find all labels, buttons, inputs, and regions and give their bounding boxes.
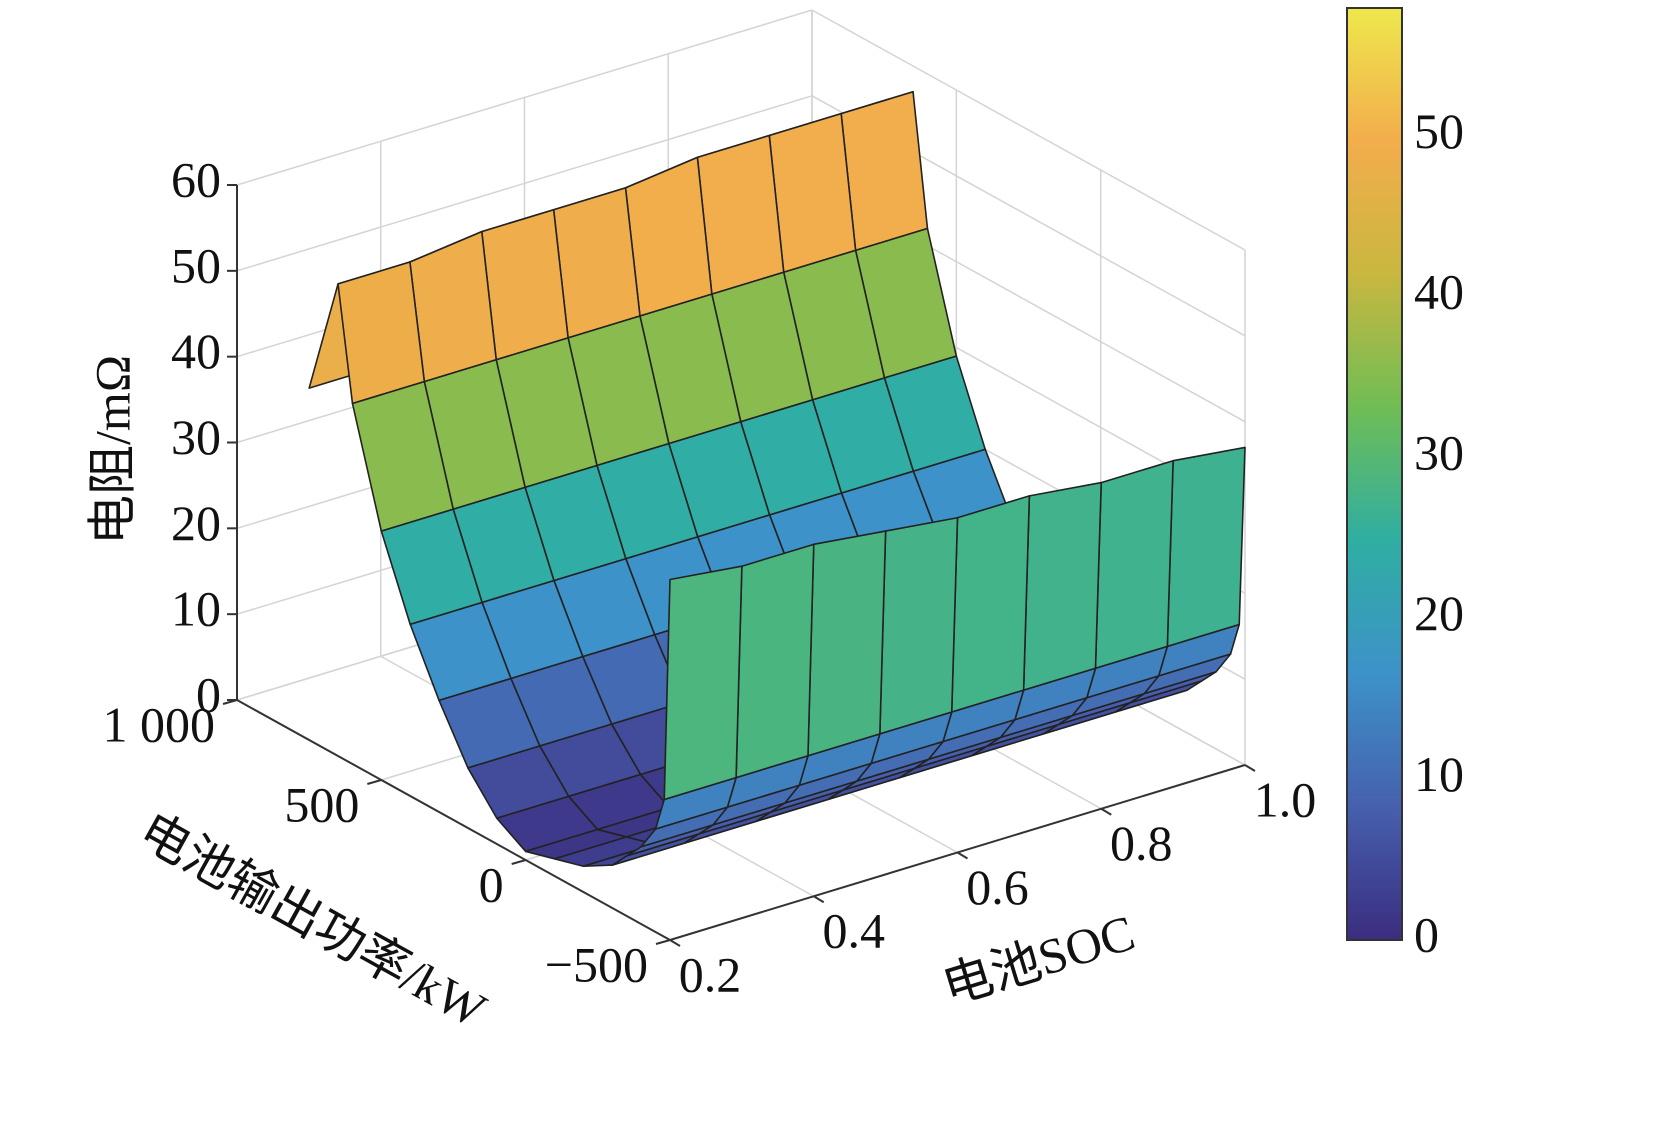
y-tick [222, 699, 238, 705]
colorbar-tick-label: 50 [1414, 103, 1464, 159]
z-tick-label: 10 [171, 581, 221, 637]
colorbar-tick-label: 10 [1414, 746, 1464, 802]
colorbar-tick-label: 40 [1414, 264, 1464, 320]
colorbar-tick-label: 0 [1414, 906, 1439, 962]
colorbar-tick-label: 20 [1414, 585, 1464, 641]
surface-patch [1094, 459, 1174, 670]
surface-patch [950, 495, 1031, 713]
grid-line [236, 9, 813, 186]
x-tick [1100, 807, 1112, 816]
x-tick-label: 1.0 [1254, 771, 1317, 827]
x-axis-title: 电池SOC [936, 904, 1141, 1015]
surface-patch [879, 516, 959, 735]
y-tick-label: 500 [284, 776, 359, 832]
surface [308, 90, 1246, 868]
x-tick [669, 939, 681, 947]
z-tick-label: 30 [171, 409, 221, 465]
surface-patch [624, 156, 713, 317]
x-tick [813, 895, 825, 904]
colorbar [1346, 7, 1403, 941]
grid-line [236, 95, 813, 272]
y-axis [236, 699, 671, 941]
surface-patch [337, 261, 426, 405]
z-tick-label: 40 [171, 323, 221, 379]
grid-line [811, 9, 1246, 251]
surface-patch [663, 565, 743, 801]
x-tick-label: 0.8 [1110, 815, 1173, 871]
surface-patch [552, 187, 641, 339]
surface-patch [1022, 481, 1103, 691]
z-tick-label: 50 [171, 237, 221, 293]
z-tick-label: 20 [171, 495, 221, 551]
y-tick [511, 859, 526, 865]
y-axis-title: 电池输出功率/kW [130, 802, 496, 1039]
y-tick-label: −500 [545, 936, 648, 992]
y-tick [367, 779, 382, 785]
surface-patch [480, 208, 569, 361]
surface-patch [768, 112, 857, 274]
z-tick-label: 0 [196, 666, 221, 722]
x-tick-label: 0.4 [823, 903, 886, 959]
surface-patch [1166, 446, 1246, 648]
surface-patch [409, 230, 498, 383]
surface-patch [696, 134, 785, 295]
surface-patch [807, 530, 887, 757]
surface-patch [840, 90, 929, 252]
x-tick [1244, 764, 1256, 772]
y-tick-label: 0 [479, 856, 504, 912]
x-tick [956, 851, 969, 860]
surface-patch [735, 543, 815, 779]
x-tick-label: 0.6 [966, 859, 1029, 915]
z-axis-title: 电阻/mΩ [84, 355, 140, 545]
y-tick-label: 1 000 [103, 696, 216, 752]
x-tick-label: 0.2 [679, 946, 742, 1002]
y-tick [655, 939, 671, 945]
colorbar-tick-label: 30 [1414, 424, 1464, 480]
z-tick-label: 60 [171, 151, 221, 207]
